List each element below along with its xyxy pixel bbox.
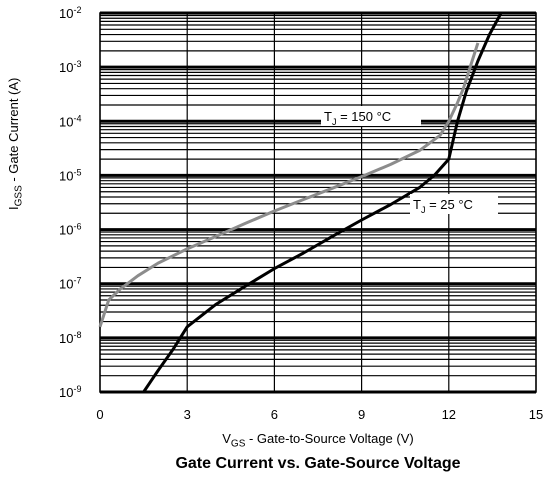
y-tick-label: 10-5 (59, 167, 81, 183)
y-tick-label: 10-2 (59, 5, 81, 21)
y-axis-label-wrap: IGSS - Gate Current (A) (6, 0, 26, 486)
plot-frame (99, 12, 537, 393)
y-axis-label: IGSS - Gate Current (A) (6, 77, 25, 210)
x-axis-label: VGS - Gate-to-Source Voltage (V) (222, 431, 414, 450)
series-lines (98, 12, 503, 393)
y-tick-label: 10-8 (59, 330, 81, 346)
series-label-bg (321, 106, 421, 126)
x-tick-label: 9 (358, 407, 365, 422)
series-label-bg (410, 194, 498, 214)
series-label-tj-150c: TJ = 150 °C (324, 109, 391, 127)
x-tick-label: 6 (271, 407, 278, 422)
y-tick-label: 10-7 (59, 276, 81, 292)
y-tick-label: 10-6 (59, 222, 81, 238)
tick-labels: 0 3 6 9 12 15 10-9 10-8 10-7 10-6 10-5 10-4 10-3 10-2 (59, 5, 543, 422)
x-tick-label: 3 (184, 407, 191, 422)
x-tick-label: 12 (442, 407, 456, 422)
chart-title: Gate Current vs. Gate-Source Voltage (175, 455, 461, 472)
series-label-tj-25c: TJ = 25 °C (413, 197, 473, 215)
y-tick-label: 10-4 (59, 113, 81, 129)
y-tick-label: 10-3 (59, 59, 81, 75)
y-tick-label: 10-9 (59, 384, 81, 400)
x-tick-label: 0 (96, 407, 103, 422)
x-tick-label: 15 (529, 407, 543, 422)
series-line-tj-150c (98, 42, 480, 328)
series-line-tj-25c (142, 12, 503, 393)
series-labels: TJ = 150 °C TJ = 25 °C (321, 106, 498, 215)
